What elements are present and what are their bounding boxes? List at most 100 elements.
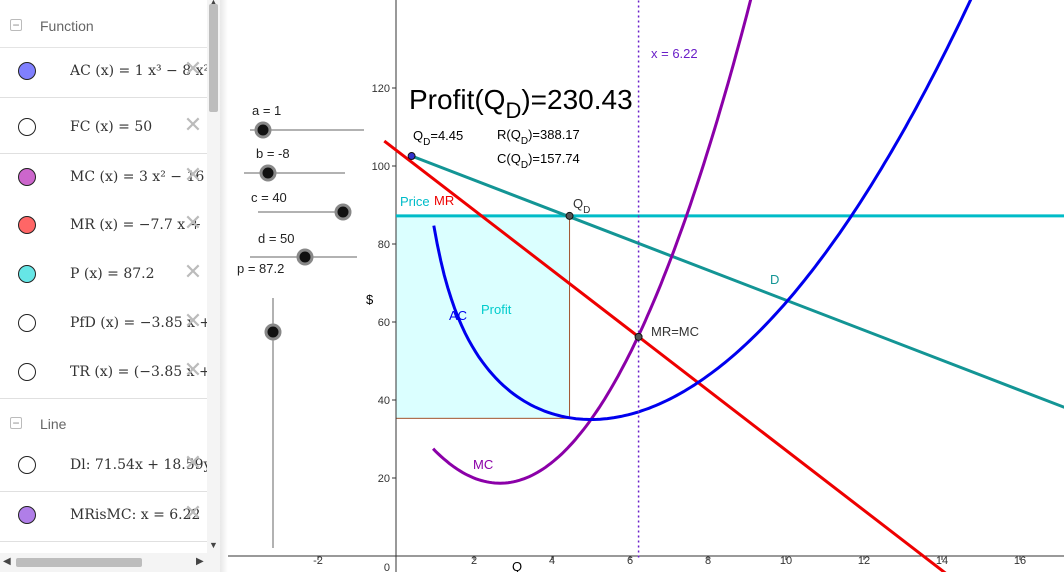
vertical-line-label: x = 6.22	[651, 46, 698, 61]
algebra-item[interactable]: MC (x) = 3 x² − 16 x ✕	[0, 154, 207, 204]
marginal-revenue-line[interactable]	[383, 139, 961, 572]
visibility-toggle-icon[interactable]	[18, 506, 36, 524]
view-divider[interactable]	[220, 0, 228, 572]
y-tick-label: 20	[378, 473, 390, 485]
algebra-expression[interactable]: MC (x) = 3 x² − 16 x	[70, 169, 207, 185]
vertical-scroll-thumb[interactable]	[209, 4, 218, 112]
y-axis-label: $	[366, 292, 374, 307]
delete-icon[interactable]: ✕	[183, 113, 203, 138]
x-tick-label: 14	[936, 555, 948, 567]
graphics-view[interactable]: 20 40 60 80 100 120 -2 2 4 6 8 10 12 14 16 0 a = 1 b = …	[220, 0, 1064, 572]
delete-icon[interactable]: ✕	[183, 309, 203, 334]
visibility-toggle-icon[interactable]	[18, 168, 36, 186]
slider-b-label: b = -8	[256, 146, 290, 161]
delete-icon[interactable]: ✕	[183, 57, 203, 82]
slider-b[interactable]: b = -8	[244, 146, 345, 182]
section-header-function[interactable]: − Function	[0, 3, 207, 48]
algebra-expression[interactable]: Dl: 71.54x + 18.59y	[70, 457, 207, 473]
slider-c-handle[interactable]	[334, 203, 352, 221]
algebra-view: − Function − Line AC (x) = 1 x³ − 8 x² ✕ FC (x…	[0, 0, 207, 553]
slider-a[interactable]: a = 1	[250, 103, 364, 139]
algebra-expression[interactable]: AC (x) = 1 x³ − 8 x²	[70, 63, 207, 79]
scroll-down-arrow[interactable]: ▼	[209, 540, 218, 550]
x-tick-label: 6	[627, 555, 633, 567]
algebra-expression[interactable]: MR (x) = −7.7 x + 1	[70, 217, 207, 233]
visibility-toggle-icon[interactable]	[18, 456, 36, 474]
y-tick-label: 60	[378, 317, 390, 329]
visibility-toggle-icon[interactable]	[18, 216, 36, 234]
x-tick-label: 4	[549, 555, 555, 567]
slider-c[interactable]: c = 40	[251, 190, 352, 221]
slider-p-label: p = 87.2	[237, 261, 284, 276]
y-tick-label: 100	[372, 161, 390, 173]
average-cost-curve[interactable]	[432, 0, 989, 421]
algebra-item[interactable]: MRisMC: x = 6.22 ✕	[0, 492, 207, 542]
ac-label: AC	[449, 308, 467, 323]
mr-mc-point[interactable]	[634, 332, 643, 341]
section-title: Line	[40, 416, 67, 432]
delete-icon[interactable]: ✕	[183, 211, 203, 236]
algebra-item[interactable]: AC (x) = 1 x³ − 8 x² ✕	[0, 48, 207, 98]
algebra-horizontal-scrollbar[interactable]: ◀ ▶	[0, 553, 220, 572]
x-tick-label: 16	[1014, 555, 1026, 567]
y-tick-label: 80	[378, 239, 390, 251]
algebra-item[interactable]: P (x) = 87.2 ✕	[0, 251, 207, 301]
visibility-toggle-icon[interactable]	[18, 363, 36, 381]
visibility-toggle-icon[interactable]	[18, 62, 36, 80]
slider-p[interactable]: p = 87.2	[237, 261, 284, 548]
algebra-item[interactable]: Dl: 71.54x + 18.59y ✕	[0, 442, 207, 492]
algebra-expression[interactable]: FC (x) = 50	[70, 119, 153, 135]
algebra-item[interactable]: MR (x) = −7.7 x + 1 ✕	[0, 202, 207, 252]
section-title: Function	[40, 18, 94, 34]
profit-rectangle	[395, 215, 571, 419]
cost-label: C(QD)=157.74	[497, 151, 580, 171]
demand-line[interactable]	[409, 153, 1064, 409]
x-axis-label: Q	[512, 559, 522, 572]
algebra-item[interactable]: PfD (x) = −3.85 x + ✕	[0, 300, 207, 350]
origin-label: 0	[384, 562, 390, 572]
delete-icon[interactable]: ✕	[183, 501, 203, 526]
x-tick-label: 8	[705, 555, 711, 567]
visibility-toggle-icon[interactable]	[18, 118, 36, 136]
collapse-toggle-icon[interactable]: −	[10, 417, 22, 429]
y-tick-label: 40	[378, 395, 390, 407]
delete-icon[interactable]: ✕	[183, 451, 203, 476]
slider-a-label: a = 1	[252, 103, 281, 118]
visibility-toggle-icon[interactable]	[18, 265, 36, 283]
x-tick-label: 10	[780, 555, 792, 567]
x-tick-label: -2	[313, 555, 323, 567]
profit-title: Profit(QD)=230.43	[409, 84, 633, 123]
qd-value-label: QD=4.45	[413, 128, 463, 148]
slider-a-handle[interactable]	[254, 121, 272, 139]
mc-label: MC	[473, 457, 493, 472]
algebra-expression[interactable]: PfD (x) = −3.85 x +	[70, 315, 207, 331]
mr-label: MR	[434, 193, 454, 208]
slider-d-label: d = 50	[258, 231, 295, 246]
price-label: Price	[400, 194, 430, 209]
delete-icon[interactable]: ✕	[183, 358, 203, 383]
section-header-line[interactable]: − Line	[0, 401, 207, 446]
slider-p-handle[interactable]	[264, 323, 282, 341]
y-tick-label: 120	[372, 83, 390, 95]
delete-icon[interactable]: ✕	[183, 163, 203, 188]
algebra-item[interactable]: FC (x) = 50 ✕	[0, 104, 207, 154]
marginal-cost-curve[interactable]	[432, 0, 755, 485]
slider-b-handle[interactable]	[259, 164, 277, 182]
scroll-left-arrow[interactable]: ◀	[3, 556, 11, 567]
scroll-up-arrow[interactable]: ▲	[209, 0, 218, 7]
slider-d[interactable]: d = 50	[250, 231, 357, 266]
demand-start-point[interactable]	[407, 152, 416, 161]
algebra-expression[interactable]: P (x) = 87.2	[70, 266, 155, 282]
x-tick-label: 2	[471, 555, 477, 567]
slider-d-handle[interactable]	[296, 248, 314, 266]
visibility-toggle-icon[interactable]	[18, 314, 36, 332]
algebra-expression[interactable]: TR (x) = (−3.85 x +	[70, 364, 207, 380]
scroll-right-arrow[interactable]: ▶	[196, 556, 204, 567]
collapse-toggle-icon[interactable]: −	[10, 19, 22, 31]
qd-point[interactable]	[565, 211, 574, 220]
algebra-vertical-scrollbar[interactable]: ▲ ▼	[207, 0, 220, 553]
horizontal-scroll-thumb[interactable]	[16, 558, 142, 567]
algebra-expression[interactable]: MRisMC: x = 6.22	[70, 507, 201, 523]
delete-icon[interactable]: ✕	[183, 260, 203, 285]
algebra-item[interactable]: TR (x) = (−3.85 x + ✕	[0, 349, 207, 399]
